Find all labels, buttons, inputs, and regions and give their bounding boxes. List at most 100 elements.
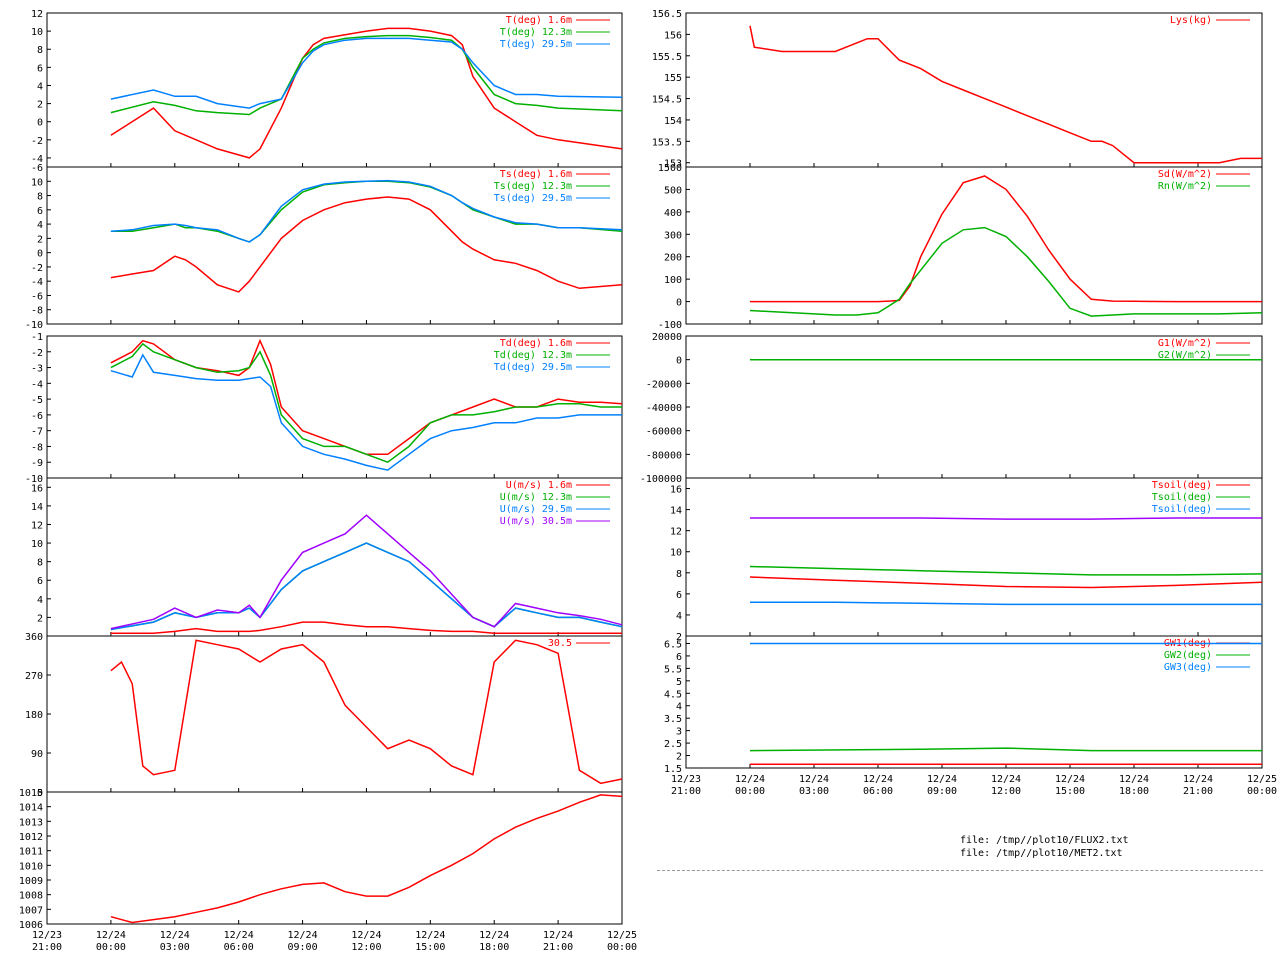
x-tick-time-left: 03:00 (160, 942, 190, 953)
y-tick-label-Ts: 10 (31, 177, 43, 188)
x-tick-date-right: 12/24 (1055, 774, 1085, 785)
x-tick-date-left: 12/23 (32, 930, 62, 941)
y-tick-label-GW: 2 (676, 752, 682, 763)
y-tick-label-Rad: 300 (664, 230, 682, 241)
legend-label-Ts-1: Ts(deg) 12.3m (494, 181, 572, 192)
y-tick-label-Rad: 100 (664, 275, 682, 286)
y-tick-label-Lys: 153.5 (652, 137, 682, 148)
legend-label-Td-0: Td(deg) 1.6m (500, 338, 572, 349)
y-tick-label-P: 1011 (19, 847, 43, 858)
y-tick-label-Td: -10 (25, 474, 43, 485)
legend-label-Ts-0: Ts(deg) 1.6m (500, 169, 572, 180)
x-tick-time-left: 21:00 (543, 942, 573, 953)
y-tick-label-Lys: 154 (664, 116, 682, 127)
legend-label-Tsoil-1: Tsoil(deg) (1152, 492, 1212, 503)
x-tick-date-right: 12/23 (671, 774, 701, 785)
y-tick-label-G: 0 (676, 356, 682, 367)
series-line-U-0 (110, 621, 622, 634)
y-tick-label-T: -4 (31, 154, 43, 165)
series-line-Rad-1 (749, 226, 1263, 317)
y-tick-label-Rad: 1500 (658, 163, 682, 174)
series-line-T-0 (110, 27, 623, 159)
y-tick-label-T: 0 (37, 118, 43, 129)
x-tick-time-right: 21:00 (671, 786, 701, 797)
x-tick-time-right: 12:00 (991, 786, 1021, 797)
legend-label-Td-2: Td(deg) 29.5m (494, 362, 572, 373)
y-tick-label-Rad: 400 (664, 208, 682, 219)
panel-frame-GW (685, 635, 1263, 769)
y-tick-label-U: 2 (37, 613, 43, 624)
y-tick-label-G: -100000 (640, 474, 682, 485)
legend-label-U-2: U(m/s) 29.5m (500, 504, 572, 515)
y-tick-label-T: -2 (31, 136, 43, 147)
x-tick-time-left: 00:00 (96, 942, 126, 953)
y-tick-label-T: 12 (31, 9, 43, 20)
y-tick-label-GW: 3.5 (664, 714, 682, 725)
series-line-Td-1 (110, 342, 622, 464)
series-line-U-3 (110, 514, 623, 630)
y-tick-label-G: -40000 (646, 403, 682, 414)
y-tick-label-Td: -7 (31, 427, 43, 438)
y-tick-label-P: 1010 (19, 861, 43, 872)
x-tick-date-right: 12/24 (735, 774, 765, 785)
y-tick-label-Lys: 155 (664, 73, 682, 84)
series-line-T-2 (110, 37, 623, 109)
y-tick-label-Tsoil: 6 (676, 590, 682, 601)
y-tick-label-Tsoil: 4 (676, 611, 682, 622)
y-tick-label-T: 4 (37, 81, 43, 92)
y-tick-label-G: 20000 (652, 332, 682, 343)
y-tick-label-GW: 6 (676, 652, 682, 663)
y-tick-label-U: 8 (37, 558, 43, 569)
y-tick-label-Tsoil: 8 (676, 569, 682, 580)
y-tick-label-Ts: -10 (25, 320, 43, 331)
x-tick-date-left: 12/24 (160, 930, 190, 941)
series-line-U-1 (110, 542, 623, 631)
x-tick-time-right: 21:00 (1183, 786, 1213, 797)
y-tick-label-Td: -6 (31, 411, 43, 422)
series-line-P-0 (110, 794, 623, 924)
y-tick-label-G: -80000 (646, 450, 682, 461)
x-tick-time-left: 21:00 (32, 942, 62, 953)
x-tick-date-right: 12/24 (927, 774, 957, 785)
x-tick-date-left: 12/24 (479, 930, 509, 941)
legend-label-T-1: T(deg) 12.3m (500, 27, 572, 38)
y-tick-label-GW: 1.5 (664, 764, 682, 775)
y-tick-label-P: 1013 (19, 817, 43, 828)
y-tick-label-GW: 3 (676, 727, 682, 738)
y-tick-label-G: -60000 (646, 427, 682, 438)
y-tick-label-T: 2 (37, 100, 43, 111)
y-tick-label-Td: -5 (31, 395, 43, 406)
x-tick-date-left: 12/24 (415, 930, 445, 941)
y-tick-label-GW: 4.5 (664, 689, 682, 700)
y-tick-label-P: 1015 (19, 788, 43, 799)
series-line-Tsoil-1 (749, 565, 1263, 576)
legend-label-U-0: U(m/s) 1.6m (506, 480, 572, 491)
y-tick-label-Td: -2 (31, 348, 43, 359)
file-label-flux: file: /tmp//plot10/FLUX2.txt (960, 835, 1129, 846)
y-tick-label-P: 1007 (19, 905, 43, 916)
y-tick-label-Ts: -2 (31, 263, 43, 274)
y-tick-label-U: 10 (31, 539, 43, 550)
y-tick-label-Lys: 153 (664, 159, 682, 170)
legend-label-Lys-0: Lys(kg) (1170, 15, 1212, 26)
y-tick-label-P: 1006 (19, 920, 43, 931)
y-tick-label-Td: -3 (31, 364, 43, 375)
x-tick-date-right: 12/24 (991, 774, 1021, 785)
panel-frame-Ts (46, 166, 623, 325)
y-tick-label-U: 12 (31, 520, 43, 531)
x-tick-time-right: 18:00 (1119, 786, 1149, 797)
x-tick-time-left: 18:00 (479, 942, 509, 953)
series-line-U-2 (110, 542, 623, 631)
x-tick-date-right: 12/24 (1183, 774, 1213, 785)
y-tick-label-Ts: 8 (37, 192, 43, 203)
y-tick-label-Lys: 156 (664, 30, 682, 41)
y-tick-label-Ts: 6 (37, 206, 43, 217)
y-tick-label-Lys: 155.5 (652, 52, 682, 63)
x-tick-time-right: 00:00 (735, 786, 765, 797)
x-tick-time-right: 09:00 (927, 786, 957, 797)
legend-label-T-0: T(deg) 1.6m (506, 15, 572, 26)
y-tick-label-T: -6 (31, 163, 43, 174)
file-label-met: file: /tmp//plot10/MET2.txt (960, 848, 1123, 859)
legend-label-Tsoil-2: Tsoil(deg) (1152, 504, 1212, 515)
